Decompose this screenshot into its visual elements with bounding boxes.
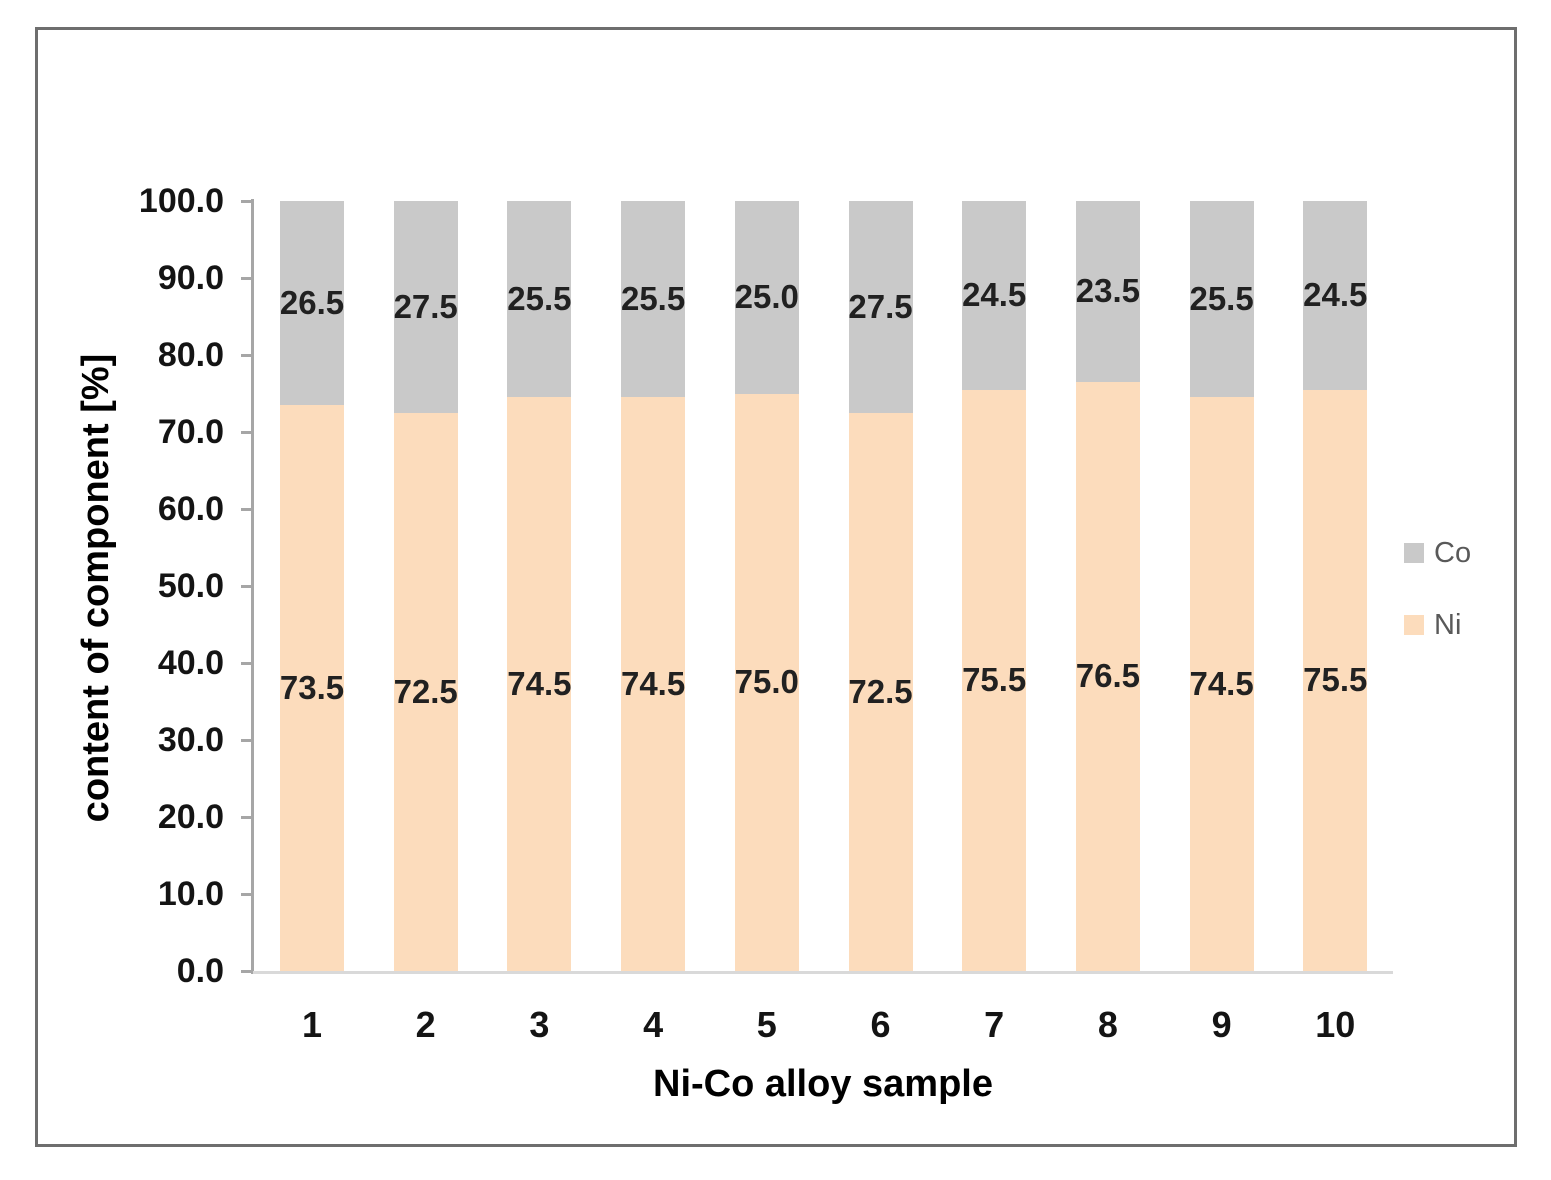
data-label-ni: 73.5	[279, 669, 345, 707]
y-axis-tick	[241, 431, 253, 434]
plot-area: 0.0 10.0 20.0 30.0 40.0 50.0 60.0 70.0 80.0 90.0 1…	[38, 30, 1514, 1144]
x-axis-category-label: 1	[301, 1004, 323, 1045]
data-label-ni: 75.5	[962, 661, 1027, 699]
legend-entry-ni: Ni	[1404, 605, 1471, 645]
data-label-ni: 72.5	[393, 672, 458, 710]
y-axis-tick-label: 40.0	[157, 644, 224, 682]
data-label-ni: 76.5	[1075, 657, 1140, 695]
bar-segment-co	[621, 201, 686, 398]
bar-segment-co	[1189, 201, 1254, 398]
bar-segment-ni	[734, 393, 799, 971]
bar-segment-ni	[962, 389, 1027, 971]
y-axis-tick	[241, 893, 253, 896]
legend: Co Ni	[1404, 533, 1471, 677]
bar-segment-co	[1303, 201, 1368, 390]
data-label-co: 26.5	[279, 284, 345, 322]
legend-swatch-icon	[1404, 615, 1424, 635]
x-axis-category-label: 6	[870, 1004, 891, 1045]
data-label-co: 27.5	[393, 287, 458, 325]
y-axis-tick-label: 90.0	[157, 259, 224, 297]
bar-segment-co	[734, 201, 799, 394]
bar-segment-ni	[1303, 389, 1368, 971]
bar-segment-co	[1075, 201, 1140, 382]
chart-frame: 0.0 10.0 20.0 30.0 40.0 50.0 60.0 70.0 80.0 90.0 1…	[35, 27, 1517, 1147]
x-axis-category-label: 10	[1315, 1004, 1356, 1045]
data-label-co: 25.5	[1189, 280, 1254, 318]
y-axis-tick	[241, 200, 253, 203]
data-label-co: 24.5	[962, 276, 1027, 314]
bar-segment-ni	[507, 397, 572, 971]
data-label-co: 25.5	[507, 280, 572, 318]
y-axis-tick	[241, 277, 253, 280]
data-label-ni: 74.5	[507, 665, 572, 703]
bar-segment-ni	[848, 412, 913, 971]
y-axis-tick-label: 30.0	[157, 721, 224, 759]
bar-segment-ni	[621, 397, 686, 971]
legend-label: Co	[1434, 537, 1472, 569]
bar-segment-co	[393, 201, 458, 413]
bar-segment-co	[280, 201, 344, 406]
data-label-co: 25.5	[620, 280, 686, 318]
x-axis-category-label: 4	[643, 1004, 664, 1045]
y-axis-tick-label: 60.0	[157, 490, 224, 528]
data-label-co: 23.5	[1075, 272, 1140, 310]
y-axis-tick-label: 100.0	[138, 182, 224, 220]
x-axis-category-label: 3	[529, 1004, 550, 1045]
bar-segment-ni	[1189, 397, 1254, 971]
y-axis-tick	[241, 508, 253, 511]
x-axis-title: Ni-Co alloy sample	[653, 1063, 993, 1105]
bar-segment-ni	[1075, 381, 1140, 971]
data-label-co: 24.5	[1303, 276, 1368, 314]
y-axis-tick	[241, 354, 253, 357]
y-axis-tick	[241, 739, 253, 742]
y-axis-tick-label: 20.0	[157, 798, 224, 836]
bar-segment-co	[848, 201, 913, 413]
y-axis-tick	[241, 970, 253, 973]
y-axis-tick	[241, 816, 253, 819]
y-axis-tick	[241, 585, 253, 588]
y-axis-tick-label: 70.0	[157, 413, 224, 451]
data-label-ni: 74.5	[1189, 665, 1254, 703]
y-axis-tick-label: 80.0	[157, 336, 224, 374]
bar-segment-co	[962, 201, 1027, 390]
y-axis-tick-label: 10.0	[157, 875, 224, 913]
x-axis-line	[253, 971, 1393, 974]
y-axis-tick-label: 0.0	[176, 952, 224, 990]
bar-segment-co	[507, 201, 572, 398]
data-label-ni: 75.5	[1303, 661, 1368, 699]
x-axis-category-label: 8	[1097, 1004, 1118, 1045]
y-axis-tick	[241, 662, 253, 665]
data-label-ni: 74.5	[620, 665, 686, 703]
x-axis-category-label: 7	[984, 1004, 1005, 1045]
legend-entry-co: Co	[1404, 533, 1471, 573]
data-label-co: 25.0	[734, 278, 799, 316]
y-axis-title: content of component [%]	[75, 353, 117, 823]
legend-swatch-icon	[1404, 543, 1424, 563]
bar-segment-ni	[280, 405, 344, 971]
x-axis-category-label: 9	[1211, 1004, 1232, 1045]
legend-label: Ni	[1434, 609, 1462, 641]
x-axis-category-label: 2	[415, 1004, 436, 1045]
x-axis-category-label: 5	[756, 1004, 777, 1045]
data-label-ni: 75.0	[734, 663, 799, 701]
data-label-co: 27.5	[848, 287, 913, 325]
data-label-ni: 72.5	[848, 672, 913, 710]
y-axis-tick-label: 50.0	[157, 567, 224, 605]
bar-segment-ni	[393, 412, 458, 971]
